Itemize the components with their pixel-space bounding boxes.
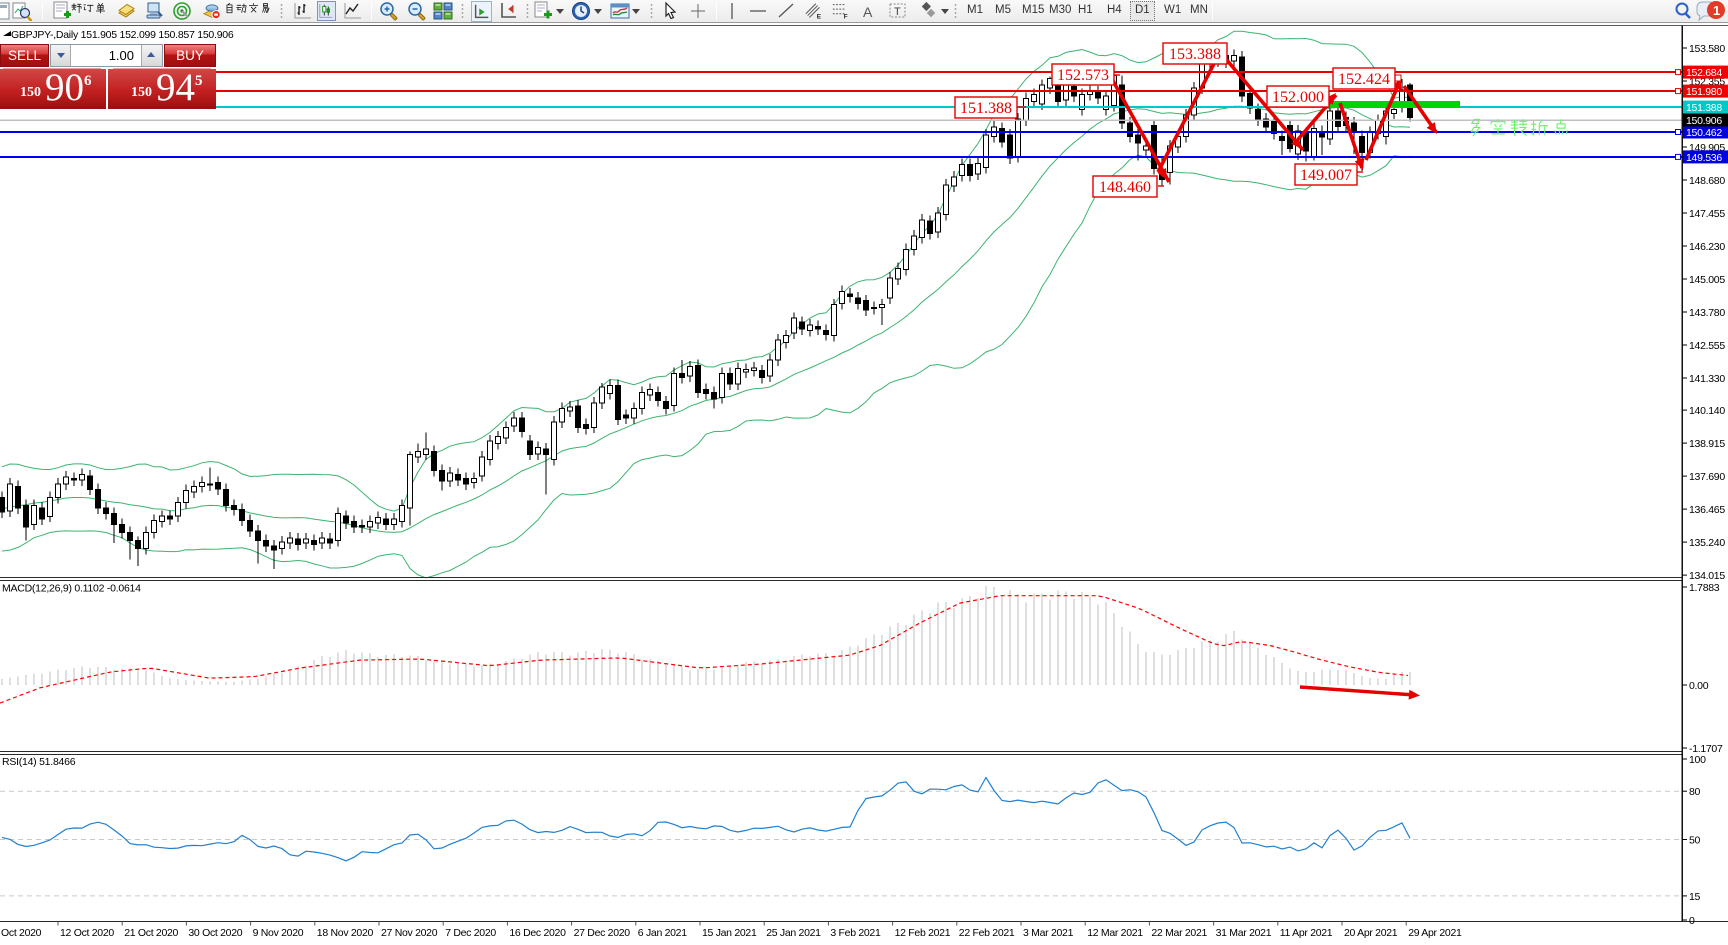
svg-text:1.7883: 1.7883 [1689, 582, 1720, 594]
svg-text:135.240: 135.240 [1689, 537, 1725, 549]
svg-text:E: E [817, 13, 821, 20]
svg-text:12 Oct 2020: 12 Oct 2020 [60, 927, 114, 939]
svg-text:11 Apr 2021: 11 Apr 2021 [1280, 927, 1333, 939]
svg-text:18 Nov 2020: 18 Nov 2020 [317, 927, 374, 939]
svg-text:22 Feb 2021: 22 Feb 2021 [959, 927, 1015, 939]
svg-text:153.580: 153.580 [1689, 43, 1725, 55]
svg-text:0.00: 0.00 [1689, 680, 1709, 692]
svg-text:20 Apr 2021: 20 Apr 2021 [1344, 927, 1398, 939]
svg-text:25 Jan 2021: 25 Jan 2021 [766, 927, 821, 939]
svg-text:143.780: 143.780 [1689, 307, 1725, 319]
svg-text:152.684: 152.684 [1686, 67, 1722, 79]
svg-text:15 Jan 2021: 15 Jan 2021 [702, 927, 757, 939]
svg-text:142.555: 142.555 [1689, 340, 1725, 352]
svg-text:27 Dec 2020: 27 Dec 2020 [574, 927, 631, 939]
svg-text:0: 0 [1689, 915, 1695, 927]
svg-text:7 Dec 2020: 7 Dec 2020 [445, 927, 496, 939]
svg-text:GBPJPY-,Daily 151.905 152.099: GBPJPY-,Daily 151.905 152.099 150.857 15… [11, 29, 234, 41]
svg-text:136.465: 136.465 [1689, 504, 1725, 516]
svg-text:22 Mar 2021: 22 Mar 2021 [1151, 927, 1207, 939]
svg-text:149.536: 149.536 [1686, 152, 1722, 164]
svg-text:146.230: 146.230 [1689, 241, 1725, 253]
svg-text:148.460: 148.460 [1099, 179, 1151, 196]
svg-text:150.906: 150.906 [1686, 115, 1722, 127]
svg-text:152.000: 152.000 [1272, 89, 1324, 106]
svg-text:150.462: 150.462 [1686, 127, 1722, 139]
svg-text:137.690: 137.690 [1689, 471, 1725, 483]
svg-text:134.015: 134.015 [1689, 570, 1725, 582]
svg-text:80: 80 [1689, 786, 1701, 798]
svg-text:152.573: 152.573 [1057, 67, 1109, 84]
svg-text:100: 100 [1689, 754, 1706, 766]
svg-text:-1.1707: -1.1707 [1689, 743, 1723, 755]
svg-text:12 Feb 2021: 12 Feb 2021 [895, 927, 951, 939]
svg-text:148.680: 148.680 [1689, 175, 1725, 187]
svg-text:140.140: 140.140 [1689, 405, 1725, 417]
svg-text:31 Mar 2021: 31 Mar 2021 [1216, 927, 1272, 939]
svg-text:141.330: 141.330 [1689, 373, 1725, 385]
svg-text:151.388: 151.388 [1686, 102, 1722, 114]
svg-text:50: 50 [1689, 835, 1701, 847]
svg-text:153.388: 153.388 [1169, 46, 1221, 63]
svg-text:9 Nov 2020: 9 Nov 2020 [253, 927, 304, 939]
svg-text:151.388: 151.388 [960, 100, 1012, 117]
svg-text:12 Mar 2021: 12 Mar 2021 [1087, 927, 1143, 939]
svg-text:3 Mar 2021: 3 Mar 2021 [1023, 927, 1074, 939]
svg-text:152.424: 152.424 [1338, 71, 1390, 88]
svg-text:21 Oct 2020: 21 Oct 2020 [124, 927, 178, 939]
svg-text:138.915: 138.915 [1689, 438, 1725, 450]
svg-text:F: F [844, 13, 848, 20]
svg-text:MACD(12,26,9) 0.1102 -0.0614: MACD(12,26,9) 0.1102 -0.0614 [2, 583, 141, 595]
svg-text:27 Nov 2020: 27 Nov 2020 [381, 927, 438, 939]
svg-text:15: 15 [1689, 891, 1701, 903]
svg-text:1: 1 [1713, 3, 1720, 18]
svg-text:Oct 2020: Oct 2020 [1, 927, 42, 939]
svg-text:16 Dec 2020: 16 Dec 2020 [509, 927, 566, 939]
svg-text:6 Jan 2021: 6 Jan 2021 [638, 927, 687, 939]
svg-text:T: T [894, 6, 901, 18]
svg-text:3 Feb 2021: 3 Feb 2021 [830, 927, 881, 939]
svg-text:145.005: 145.005 [1689, 274, 1725, 286]
svg-text:RSI(14) 51.8466: RSI(14) 51.8466 [2, 756, 76, 768]
svg-text:147.455: 147.455 [1689, 208, 1725, 220]
svg-text:151.980: 151.980 [1686, 86, 1722, 98]
svg-text:29 Apr 2021: 29 Apr 2021 [1408, 927, 1462, 939]
svg-text:30 Oct 2020: 30 Oct 2020 [188, 927, 242, 939]
svg-text:149.007: 149.007 [1300, 167, 1352, 184]
